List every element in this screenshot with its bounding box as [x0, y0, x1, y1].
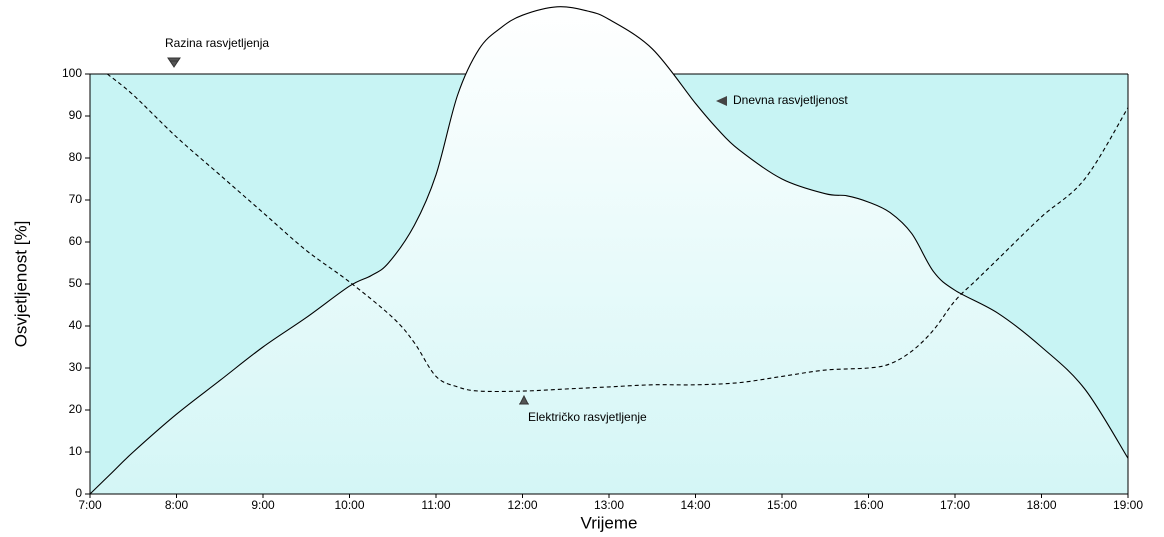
annotation: Razina rasvjetljenja [165, 36, 269, 50]
x-tick-label: 12:00 [507, 498, 537, 512]
x-tick-label: 18:00 [1026, 498, 1056, 512]
y-tick-label: 70 [69, 192, 83, 206]
x-tick-label: 13:00 [594, 498, 624, 512]
x-tick-label: 8:00 [165, 498, 189, 512]
x-axis-title: Vrijeme [581, 513, 638, 532]
y-tick-label: 60 [69, 234, 83, 248]
y-tick-label: 100 [62, 66, 82, 80]
y-tick-label: 80 [69, 150, 83, 164]
y-tick-label: 50 [69, 276, 83, 290]
annotation: Dnevna rasvjetljenost [733, 93, 848, 107]
y-tick-label: 20 [69, 402, 83, 416]
x-tick-label: 14:00 [680, 498, 710, 512]
y-tick-label: 30 [69, 360, 83, 374]
annotation-marker [716, 96, 727, 106]
series-line [89, 6, 1129, 495]
x-tick-label: 15:00 [767, 498, 797, 512]
y-tick-label: 90 [69, 108, 83, 122]
y-tick-label: 40 [69, 318, 83, 332]
annotation: Električko rasvjetljenje [528, 410, 647, 424]
x-tick-label: 16:00 [853, 498, 883, 512]
series-area [90, 6, 1128, 495]
x-tick-label: 19:00 [1113, 498, 1143, 512]
x-tick-label: 9:00 [251, 498, 275, 512]
y-tick-label: 10 [69, 444, 83, 458]
x-tick-label: 7:00 [78, 498, 102, 512]
plot-area: 0 10 20 30 40 50 60 70 80 90 100 7:00 8:00 9:00 10:00 1… [62, 6, 1143, 512]
annotation-marker [519, 394, 529, 405]
y-tick-label: 0 [75, 486, 82, 500]
annotation-marker [167, 57, 181, 68]
y-axis-title: Osvjetljenost [%] [11, 221, 30, 348]
x-tick-label: 17:00 [940, 498, 970, 512]
x-tick-label: 11:00 [421, 498, 450, 512]
x-tick-label: 10:00 [334, 498, 364, 512]
series-line [106, 73, 1129, 393]
